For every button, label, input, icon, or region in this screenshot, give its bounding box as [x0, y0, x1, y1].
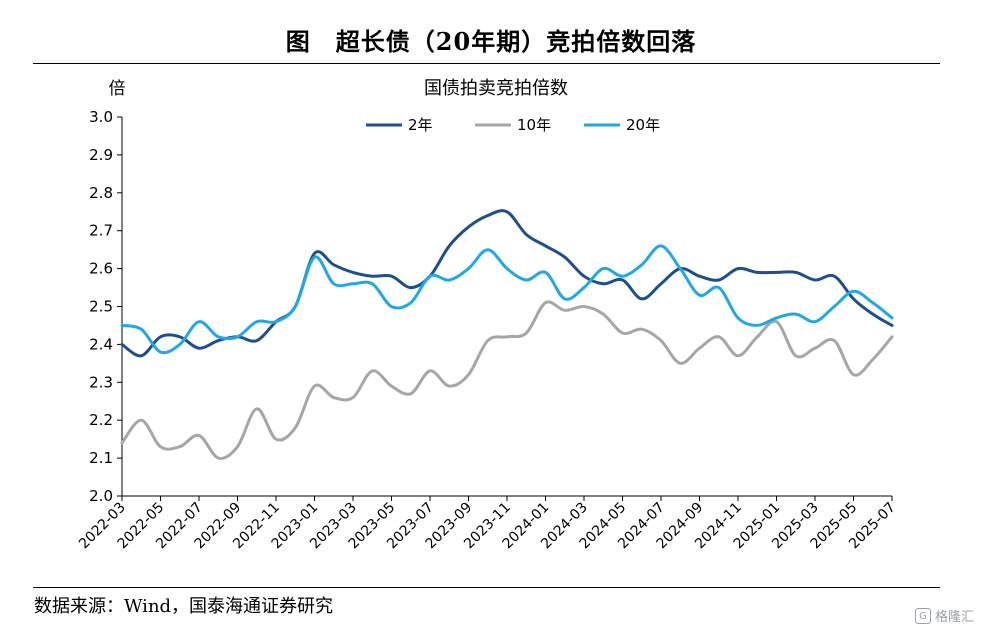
y-axis: 2.0 2.1 2.2 2.3 2.4 2.5 2.6 2.7 2.8 2.9 3.0: [89, 108, 123, 505]
series-line-1: [120, 300, 894, 460]
watermark: G 格隆汇: [914, 606, 974, 625]
legend: 2年 10年 20年: [366, 116, 660, 134]
y-tick-label: 2.4: [89, 335, 113, 353]
y-tick-label: 3.0: [89, 108, 113, 126]
y-tick-label: 2.9: [89, 146, 113, 164]
line-chart: 国债拍卖竞拍倍数 倍 2年 10年 20年 2.02.12.22.32.42.52.…: [76, 78, 899, 552]
legend-label: 10年: [517, 116, 551, 134]
y-tick-label: 2.7: [89, 222, 113, 240]
watermark-text: 格隆汇: [934, 610, 974, 625]
plot-area: [120, 209, 894, 460]
y-tick-label: 2.5: [89, 298, 113, 316]
y-tick-label: 2.8: [89, 184, 113, 202]
y-axis-label: 倍: [109, 79, 126, 99]
y-tick-label: 2.3: [89, 373, 113, 391]
top-rule: [33, 63, 940, 64]
series-line-0: [120, 209, 894, 358]
bottom-rule: [33, 587, 940, 588]
y-tick-label: 2.1: [89, 449, 113, 467]
g-logo-icon: G: [914, 607, 931, 624]
x-axis: 2022-032022-052022-072022-092022-112023-…: [76, 495, 899, 552]
legend-label: 20年: [626, 116, 660, 134]
y-tick-label: 2.6: [89, 260, 113, 278]
legend-label: 2年: [408, 116, 433, 134]
figure-title: 图 超长债（20年期）竞拍倍数回落: [285, 27, 697, 56]
y-tick-label: 2.2: [89, 411, 113, 429]
chart-title: 国债拍卖竞拍倍数: [424, 78, 568, 99]
y-tick-label: 2.0: [89, 487, 113, 505]
series-line-2: [120, 244, 894, 355]
source-note: 数据来源：Wind，国泰海通证券研究: [34, 596, 334, 617]
